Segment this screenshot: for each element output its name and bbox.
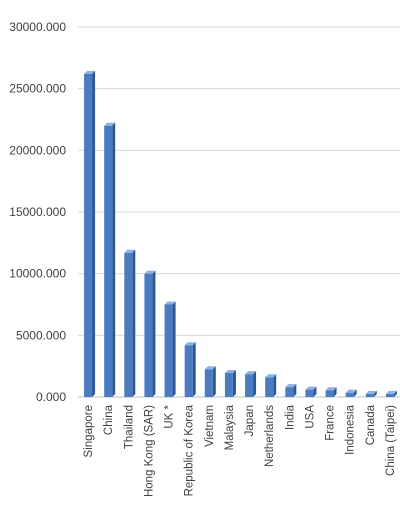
bar-top <box>104 122 116 126</box>
bar-front <box>265 377 274 397</box>
bar-front <box>365 393 374 397</box>
bar-canada <box>365 390 377 397</box>
bar-front <box>385 393 394 397</box>
x-category-label: USA <box>304 405 316 429</box>
x-category-label: Thailand <box>123 405 135 449</box>
bar-side <box>293 384 297 397</box>
x-category-label: Malaysia <box>224 404 236 450</box>
y-tick-label: 0.000 <box>36 390 66 404</box>
x-category-label: Netherlands <box>264 405 276 467</box>
bar-front <box>164 304 173 397</box>
bar-side <box>393 390 397 397</box>
bar-front <box>184 345 193 397</box>
bars <box>84 70 397 398</box>
y-tick-label: 10000.000 <box>9 267 66 281</box>
bar-thailand <box>124 249 136 397</box>
x-category-label: UK * <box>164 404 176 428</box>
bar-side <box>232 369 236 397</box>
bar-front <box>84 73 93 397</box>
x-category-label: China (Taipei) <box>385 405 397 476</box>
bar-top <box>164 301 176 305</box>
x-category-label: Vietnam <box>204 405 216 447</box>
bar-side <box>253 371 257 397</box>
bar-top <box>345 389 357 393</box>
bar-japan <box>245 371 257 397</box>
bar-usa <box>305 386 317 397</box>
bar-front <box>305 389 314 397</box>
bar-top <box>325 387 337 391</box>
y-tick-label: 25000.000 <box>9 82 66 96</box>
y-tick-label: 15000.000 <box>9 205 66 219</box>
x-category-label: Japan <box>244 405 256 436</box>
bar-indonesia <box>345 389 357 397</box>
bar-side <box>112 122 116 398</box>
bar-side <box>313 386 317 397</box>
x-category-label: India <box>284 404 296 430</box>
bar-malaysia <box>224 369 236 397</box>
bar-top <box>305 386 317 390</box>
bar-uk <box>164 301 176 397</box>
x-category-label: Indonesia <box>345 404 357 454</box>
bar-top <box>124 249 136 253</box>
x-axis-category-labels: Singapore China Thailand Hong Kong (SAR) UK … <box>83 404 397 497</box>
x-category-label: Hong Kong (SAR) <box>143 405 155 497</box>
y-tick-label: 20000.000 <box>9 143 66 157</box>
bar-front <box>144 273 153 397</box>
bar-side <box>353 389 357 397</box>
bar-top <box>144 270 156 274</box>
bar-front <box>325 390 334 397</box>
bar-front <box>224 372 233 397</box>
y-tick-label: 30000.000 <box>9 20 66 34</box>
bar-side <box>212 366 216 397</box>
bar-netherlands <box>265 374 277 397</box>
bar-china <box>104 122 116 398</box>
bar-front <box>124 252 133 397</box>
x-category-label: China <box>103 404 115 435</box>
bar-side <box>273 374 277 397</box>
bar-top <box>245 371 257 375</box>
bar-side <box>132 249 136 397</box>
bar-side <box>192 342 196 397</box>
bar-side <box>152 270 156 397</box>
bar-front <box>104 125 113 398</box>
bar-side <box>172 301 176 397</box>
bar-front <box>285 387 294 397</box>
bar-side <box>373 390 377 397</box>
bar-hong-kong-sar <box>144 270 156 397</box>
bar-top <box>84 70 96 74</box>
bar-front <box>245 374 254 397</box>
bar-top <box>204 366 216 370</box>
bar-france <box>325 387 337 397</box>
bar-top <box>385 390 397 394</box>
bar-top <box>224 369 236 373</box>
x-category-label: Singapore <box>83 405 95 457</box>
bar-republic-of-korea <box>184 342 196 397</box>
bar-front <box>345 392 354 397</box>
bar-top <box>265 374 277 378</box>
bar-top <box>285 384 297 388</box>
bar-vietnam <box>204 366 216 397</box>
bar-side <box>92 70 96 397</box>
bar-front <box>204 369 213 397</box>
bar-china-taipei <box>385 390 397 397</box>
x-category-label: Canada <box>365 404 377 445</box>
y-tick-label: 5000.000 <box>16 328 66 342</box>
x-category-label: France <box>325 405 337 441</box>
bar-side <box>333 387 337 397</box>
bar-top <box>365 390 377 394</box>
y-axis-tick-labels: 0.000 5000.000 10000.000 15000.000 20000.000… <box>9 20 66 404</box>
x-category-label: Republic of Korea <box>184 404 196 496</box>
bar-india <box>285 384 297 397</box>
bar-top <box>184 342 196 346</box>
bar-singapore <box>84 70 96 397</box>
